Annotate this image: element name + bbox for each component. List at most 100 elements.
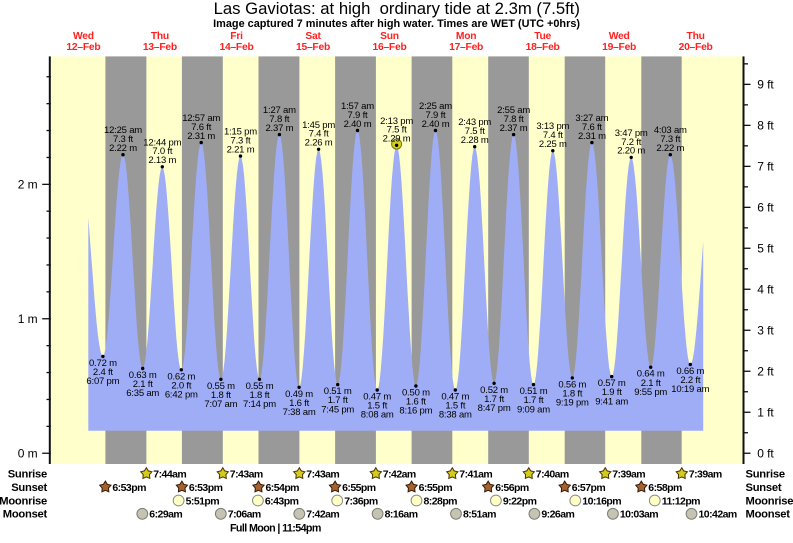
svg-text:7:42am: 7:42am [306,509,339,521]
svg-text:2.31 m: 2.31 m [578,131,606,142]
svg-text:7:45 pm: 7:45 pm [321,404,354,415]
svg-text:8:28pm: 8:28pm [424,495,458,507]
svg-text:0 ft: 0 ft [757,446,774,460]
svg-text:Sunrise: Sunrise [746,469,785,481]
svg-text:Wed: Wed [609,31,630,42]
svg-text:2 ft: 2 ft [757,364,774,378]
svg-text:Full Moon | 11:54pm: Full Moon | 11:54pm [230,523,321,535]
svg-text:16–Feb: 16–Feb [373,42,407,53]
svg-text:Sunset: Sunset [746,482,782,494]
svg-text:5:51pm: 5:51pm [186,495,220,507]
svg-text:7:07 am: 7:07 am [204,399,237,410]
svg-text:Tue: Tue [534,31,551,42]
svg-text:9:26am: 9:26am [541,509,574,521]
svg-text:6:07 pm: 6:07 pm [86,376,119,387]
svg-text:2.37 m: 2.37 m [500,123,528,134]
svg-text:7:14 pm: 7:14 pm [243,399,276,410]
svg-text:10:16pm: 10:16pm [582,495,621,507]
svg-text:Sun: Sun [380,31,399,42]
svg-text:Sunset: Sunset [11,482,47,494]
svg-text:9:09 am: 9:09 am [517,404,550,415]
svg-text:9:41 am: 9:41 am [595,396,628,407]
svg-text:17–Feb: 17–Feb [449,42,483,53]
svg-text:19–Feb: 19–Feb [602,42,636,53]
svg-text:7:41am: 7:41am [459,469,492,481]
svg-text:7:40am: 7:40am [536,469,569,481]
svg-text:6:55pm: 6:55pm [419,482,453,494]
svg-text:9 ft: 9 ft [757,78,774,92]
svg-text:6:42 pm: 6:42 pm [165,390,198,401]
svg-text:1 m: 1 m [18,312,38,326]
svg-text:13–Feb: 13–Feb [143,42,177,53]
svg-text:8:38 am: 8:38 am [439,410,472,421]
svg-text:10:03am: 10:03am [620,509,658,521]
svg-text:Wed: Wed [73,31,94,42]
svg-text:6 ft: 6 ft [757,201,774,215]
svg-text:6:56pm: 6:56pm [495,482,529,494]
svg-text:7:42am: 7:42am [383,469,416,481]
svg-text:2.26 m: 2.26 m [305,138,333,149]
svg-text:2.22 m: 2.22 m [656,143,684,154]
svg-text:10:19 am: 10:19 am [671,384,709,395]
svg-text:Moonset: Moonset [746,509,791,521]
svg-text:2.31 m: 2.31 m [187,131,215,142]
svg-text:7:39am: 7:39am [612,469,645,481]
svg-text:2.25 m: 2.25 m [539,139,567,150]
svg-text:2.13 m: 2.13 m [148,155,176,166]
svg-text:20–Feb: 20–Feb [679,42,713,53]
svg-text:Sat: Sat [305,31,321,42]
svg-text:2.29 m: 2.29 m [383,134,411,145]
svg-text:0 m: 0 m [18,446,38,460]
svg-text:6:58pm: 6:58pm [648,482,682,494]
svg-text:2.40 m: 2.40 m [344,119,372,130]
svg-text:7:44am: 7:44am [153,469,186,481]
svg-text:6:54pm: 6:54pm [266,482,300,494]
svg-text:Fri: Fri [230,31,243,42]
svg-text:11:12pm: 11:12pm [662,495,700,507]
svg-text:Moonrise: Moonrise [0,495,47,507]
svg-text:18–Feb: 18–Feb [526,42,560,53]
svg-text:6:57pm: 6:57pm [572,482,606,494]
svg-text:Moonrise: Moonrise [746,495,793,507]
svg-text:9:19 pm: 9:19 pm [556,398,589,409]
svg-text:8 ft: 8 ft [757,119,774,133]
svg-text:2 m: 2 m [18,178,38,192]
svg-text:1 ft: 1 ft [757,405,774,419]
svg-text:Thu: Thu [687,31,705,42]
svg-text:7:38 am: 7:38 am [283,407,316,418]
svg-text:8:47 pm: 8:47 pm [478,403,511,414]
svg-text:9:55 pm: 9:55 pm [634,387,667,398]
svg-text:6:53pm: 6:53pm [112,482,146,494]
svg-text:Las Gaviotas: at high ordinar: Las Gaviotas: at high ordinary tide at 2… [214,0,580,18]
svg-text:6:29am: 6:29am [149,509,182,521]
svg-text:2.40 m: 2.40 m [422,119,450,130]
svg-text:Moonset: Moonset [3,509,48,521]
svg-text:2.20 m: 2.20 m [617,146,645,157]
svg-text:Sunrise: Sunrise [8,469,47,481]
svg-text:7:43am: 7:43am [230,469,263,481]
svg-text:6:35 am: 6:35 am [126,388,159,399]
svg-text:7 ft: 7 ft [757,160,774,174]
svg-text:8:08 am: 8:08 am [361,410,394,421]
svg-text:7:36pm: 7:36pm [344,495,378,507]
svg-text:12–Feb: 12–Feb [66,42,100,53]
svg-text:2.28 m: 2.28 m [461,135,489,146]
svg-text:8:16 pm: 8:16 pm [399,406,432,417]
svg-text:15–Feb: 15–Feb [296,42,330,53]
svg-text:6:53pm: 6:53pm [189,482,223,494]
svg-text:Mon: Mon [456,31,476,42]
svg-text:2.21 m: 2.21 m [227,144,255,155]
svg-text:3 ft: 3 ft [757,324,774,338]
svg-text:2.37 m: 2.37 m [265,123,293,134]
svg-text:8:16am: 8:16am [385,509,418,521]
svg-text:Thu: Thu [151,31,169,42]
svg-text:7:06am: 7:06am [228,509,261,521]
svg-text:5 ft: 5 ft [757,242,774,256]
svg-text:2.22 m: 2.22 m [109,143,137,154]
svg-text:8:51am: 8:51am [463,509,496,521]
svg-text:10:42am: 10:42am [699,509,737,521]
svg-text:6:43pm: 6:43pm [265,495,299,507]
svg-text:6:55pm: 6:55pm [342,482,376,494]
svg-text:Image captured 7 minutes after: Image captured 7 minutes after high wate… [213,18,580,30]
svg-text:7:43am: 7:43am [306,469,339,481]
